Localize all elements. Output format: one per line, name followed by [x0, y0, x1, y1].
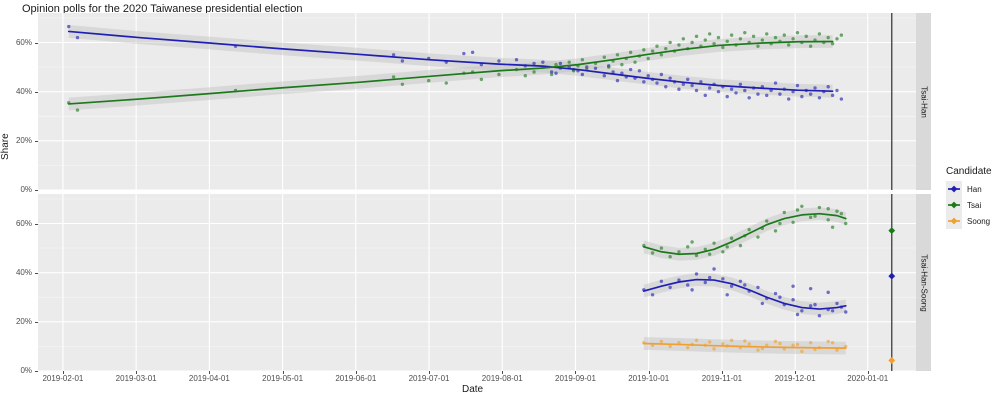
- chart-title: Opinion polls for the 2020 Taiwanese pre…: [22, 3, 303, 15]
- x-tick-mark: [502, 371, 504, 374]
- legend-title: Candidate: [946, 166, 992, 177]
- x-tick-label: 2019-04-01: [188, 374, 230, 383]
- y-tick-mark: [35, 371, 38, 372]
- y-tick-mark: [35, 223, 38, 225]
- x-tick-mark: [867, 371, 869, 374]
- legend-key-swatch: [946, 213, 962, 229]
- legend-item-soong[interactable]: Soong: [946, 213, 1000, 229]
- x-tick-mark: [648, 371, 650, 374]
- x-tick-label: 2019-12-01: [774, 374, 816, 383]
- y-tick-label: 20%: [15, 135, 32, 145]
- x-tick-mark: [136, 371, 138, 374]
- x-tick-label: 2019-09-01: [555, 374, 596, 383]
- facet-plot-1: [38, 194, 916, 371]
- x-axis-label: Date: [462, 384, 484, 395]
- x-tick-label: 2019-02-01: [42, 374, 84, 383]
- y-tick-label: 40%: [15, 267, 32, 277]
- y-tick-mark: [35, 91, 38, 93]
- legend-item-label: Tsai: [967, 200, 982, 210]
- x-tick-label: 2019-08-01: [481, 374, 523, 383]
- x-tick-label: 2019-05-01: [262, 374, 304, 383]
- legend-key-swatch: [946, 181, 962, 197]
- x-tick-label: 2019-07-01: [408, 374, 450, 383]
- y-tick-mark: [35, 321, 38, 323]
- facet-strip-label: Tsai-Han: [919, 85, 928, 118]
- x-tick-label: 2019-11-01: [701, 374, 743, 383]
- y-tick-mark: [35, 140, 38, 142]
- x-tick-mark: [209, 371, 211, 374]
- legend-item-label: Han: [967, 184, 982, 194]
- x-tick-label: 2019-06-01: [335, 374, 377, 383]
- y-tick-mark: [35, 42, 38, 44]
- y-tick-label: 40%: [15, 86, 32, 96]
- y-axis-label: Share: [0, 133, 11, 160]
- legend: Candidate Han Tsai Soong: [946, 166, 1000, 229]
- legend-item-han[interactable]: Han: [946, 181, 1000, 197]
- x-tick-label: 2019-03-01: [115, 374, 157, 383]
- facet-panel-tsai-han-soong: [38, 194, 916, 371]
- facet-strip-tsai-han: Tsai-Han: [916, 13, 931, 190]
- x-tick-mark: [575, 371, 577, 374]
- x-tick-mark: [62, 371, 64, 374]
- facet-plot-0: [38, 13, 916, 190]
- y-tick-label: 60%: [15, 37, 32, 47]
- y-tick-label: 0%: [20, 366, 32, 375]
- facet-strip-tsai-han-soong: Tsai-Han-Soong: [916, 194, 931, 371]
- x-tick-mark: [721, 371, 723, 374]
- legend-item-label: Soong: [967, 216, 991, 226]
- x-tick-mark: [355, 371, 357, 374]
- x-tick-mark: [429, 371, 431, 374]
- y-tick-label: 20%: [15, 316, 32, 326]
- facet-panel-tsai-han: [38, 13, 916, 190]
- y-tick-label: 60%: [15, 218, 32, 228]
- x-tick-label: 2020-01-01: [847, 374, 889, 383]
- legend-item-tsai[interactable]: Tsai: [946, 197, 1000, 213]
- y-tick-mark: [35, 190, 38, 191]
- facet-strip-label: Tsai-Han-Soong: [919, 253, 928, 312]
- x-tick-mark: [795, 371, 797, 374]
- x-tick-label: 2019-10-01: [628, 374, 670, 383]
- y-tick-label: 0%: [20, 185, 32, 194]
- y-tick-mark: [35, 272, 38, 274]
- legend-key-swatch: [946, 197, 962, 213]
- x-tick-mark: [282, 371, 284, 374]
